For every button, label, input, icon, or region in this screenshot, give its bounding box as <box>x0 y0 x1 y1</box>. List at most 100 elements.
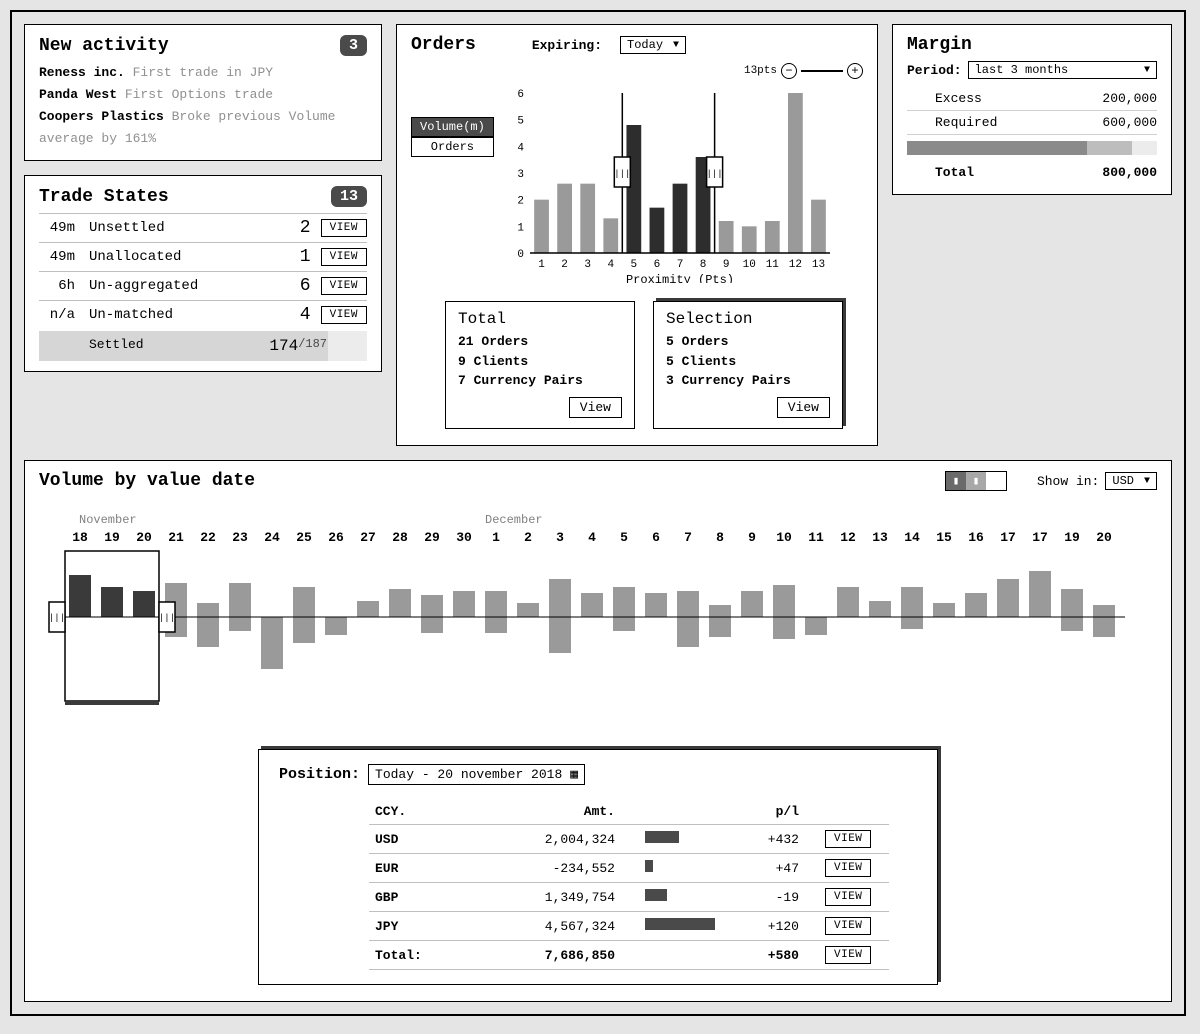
expiring-select[interactable]: Today ▼ <box>620 36 686 54</box>
position-amt: -234,552 <box>529 854 639 883</box>
svg-text:5: 5 <box>517 116 524 128</box>
svg-text:13: 13 <box>812 259 825 271</box>
total-label: Total <box>935 165 974 180</box>
total-pairs: 7 Currency Pairs <box>458 371 622 391</box>
trade-state-count: 2 <box>291 218 321 238</box>
trade-state-view-button[interactable]: VIEW <box>321 219 367 237</box>
position-bar <box>639 854 749 883</box>
position-total-pl: +580 <box>749 941 819 970</box>
svg-text:18: 18 <box>72 530 88 545</box>
zoom-out-button[interactable]: − <box>781 63 797 79</box>
activity-item[interactable]: Coopers Plastics Broke previous Volume a… <box>39 106 367 150</box>
position-row: EUR-234,552 +47 VIEW <box>369 854 889 883</box>
chevron-down-icon: ▼ <box>673 40 679 51</box>
svg-text:22: 22 <box>200 530 216 545</box>
svg-text:30: 30 <box>456 530 472 545</box>
svg-text:20: 20 <box>136 530 152 545</box>
total-value: 800,000 <box>1102 165 1157 180</box>
selection-handle-left[interactable]: ||| <box>614 157 630 187</box>
selection-handle-right[interactable]: ||| <box>706 157 722 187</box>
volume-panel: Volume by value date ▮ ▮ Show in: USD ▼ … <box>24 460 1172 1002</box>
svg-text:November: November <box>79 513 137 527</box>
chevron-down-icon: ▼ <box>1144 65 1150 76</box>
activity-item[interactable]: Panda West First Options trade <box>39 84 367 106</box>
position-total-view-button[interactable]: VIEW <box>825 946 871 964</box>
svg-text:25: 25 <box>296 530 312 545</box>
required-value: 600,000 <box>1102 115 1157 130</box>
total-view-button[interactable]: View <box>569 397 622 418</box>
total-orders: 21 Orders <box>458 332 622 352</box>
chart-type-option-1[interactable]: ▮ <box>946 472 966 490</box>
metric-toggle: Volume(m) Orders <box>411 117 494 287</box>
trade-state-time: n/a <box>39 307 89 323</box>
metric-tab-orders[interactable]: Orders <box>411 137 494 157</box>
svg-text:3: 3 <box>556 530 564 545</box>
position-ccy: EUR <box>369 854 529 883</box>
position-pl: +47 <box>749 854 819 883</box>
chart-type-option-3[interactable] <box>986 472 1006 490</box>
trade-state-time: 6h <box>39 278 89 294</box>
position-view-button[interactable]: VIEW <box>825 917 871 935</box>
zoom-slider[interactable] <box>801 70 843 72</box>
position-bar <box>639 825 749 854</box>
trade-state-count: 6 <box>291 276 321 296</box>
svg-text:20: 20 <box>1096 530 1112 545</box>
selection-view-button[interactable]: View <box>777 397 830 418</box>
svg-text:17: 17 <box>1032 530 1048 545</box>
excess-label: Excess <box>935 91 982 106</box>
svg-text:14: 14 <box>904 530 920 545</box>
svg-text:11: 11 <box>808 530 824 545</box>
svg-text:23: 23 <box>232 530 248 545</box>
trade-states-title: Trade States <box>39 187 169 207</box>
svg-text:2: 2 <box>524 530 532 545</box>
svg-text:8: 8 <box>716 530 724 545</box>
svg-text:0: 0 <box>517 249 524 261</box>
trade-state-time: 49m <box>39 249 89 265</box>
expiring-label: Expiring: <box>532 38 602 53</box>
trade-state-count: 4 <box>291 305 321 325</box>
zoom-in-button[interactable]: + <box>847 63 863 79</box>
svg-text:9: 9 <box>748 530 756 545</box>
svg-text:12: 12 <box>840 530 856 545</box>
position-view-button[interactable]: VIEW <box>825 859 871 877</box>
trade-state-label: Unallocated <box>89 249 291 265</box>
svg-text:6: 6 <box>517 89 524 101</box>
trade-state-view-button[interactable]: VIEW <box>321 277 367 295</box>
period-select[interactable]: last 3 months ▼ <box>968 61 1157 79</box>
svg-text:24: 24 <box>264 530 280 545</box>
trade-state-view-button[interactable]: VIEW <box>321 306 367 324</box>
showin-label: Show in: <box>1037 474 1099 489</box>
selection-clients: 5 Clients <box>666 352 830 372</box>
calendar-icon: ▦ <box>570 767 578 782</box>
expiring-value: Today <box>627 38 663 52</box>
svg-text:15: 15 <box>936 530 952 545</box>
settled-progress: Settled 174/187 <box>39 331 367 361</box>
chevron-down-icon: ▼ <box>1144 476 1150 487</box>
showin-select[interactable]: USD ▼ <box>1105 472 1157 490</box>
trade-state-count: 1 <box>291 247 321 267</box>
selection-box-title: Selection <box>666 310 830 328</box>
svg-text:5: 5 <box>620 530 628 545</box>
svg-text:1: 1 <box>517 222 524 234</box>
svg-text:17: 17 <box>1000 530 1016 545</box>
metric-tab-volume[interactable]: Volume(m) <box>411 117 494 137</box>
trade-state-view-button[interactable]: VIEW <box>321 248 367 266</box>
settled-done: 174 <box>269 337 298 355</box>
position-table: CCY. Amt. p/l USD2,004,324+432VIEWEUR-23… <box>369 799 889 970</box>
settled-label: Settled <box>89 337 269 355</box>
new-activity-panel: New activity 3 Reness inc. First trade i… <box>24 24 382 161</box>
chart-type-option-2[interactable]: ▮ <box>966 472 986 490</box>
svg-text:13: 13 <box>872 530 888 545</box>
position-date-field[interactable]: Today - 20 november 2018 ▦ <box>368 764 585 785</box>
chart-type-toggle[interactable]: ▮ ▮ <box>945 471 1007 491</box>
svg-text:12: 12 <box>789 259 802 271</box>
activity-item[interactable]: Reness inc. First trade in JPY <box>39 62 367 84</box>
col-action <box>819 799 889 825</box>
dashboard-page: New activity 3 Reness inc. First trade i… <box>10 10 1186 1016</box>
position-view-button[interactable]: VIEW <box>825 888 871 906</box>
svg-text:9: 9 <box>723 259 730 271</box>
showin-value: USD <box>1112 474 1134 488</box>
position-view-button[interactable]: VIEW <box>825 830 871 848</box>
svg-text:19: 19 <box>1064 530 1080 545</box>
svg-text:3: 3 <box>584 259 591 271</box>
